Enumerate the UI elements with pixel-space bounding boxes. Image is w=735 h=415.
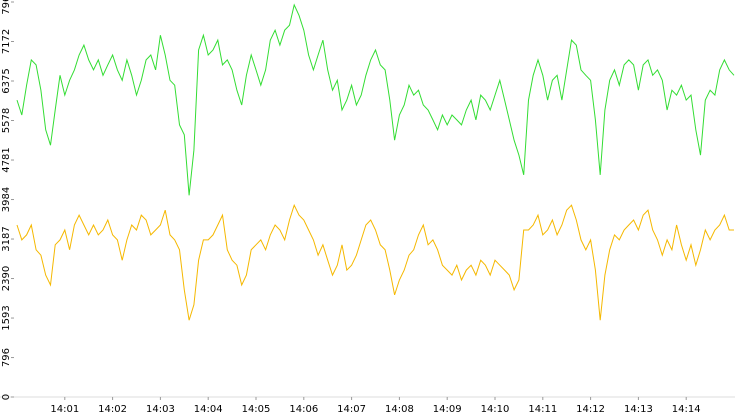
x-tick-label: 14:03 bbox=[146, 404, 175, 415]
y-tick-label: 5578 bbox=[1, 108, 12, 133]
x-tick-label: 14:10 bbox=[481, 404, 510, 415]
y-tick-label: 7172 bbox=[1, 29, 12, 54]
x-tick-label: 14:02 bbox=[98, 404, 127, 415]
x-tick-label: 14:14 bbox=[672, 404, 701, 415]
y-tick-label: 3984 bbox=[1, 187, 12, 212]
y-tick-label: 7969 bbox=[1, 0, 12, 15]
x-tick-label: 14:11 bbox=[528, 404, 557, 415]
y-tick-label: 3187 bbox=[1, 226, 12, 251]
y-tick-label: 2390 bbox=[1, 266, 12, 291]
y-tick-label: 4781 bbox=[1, 147, 12, 172]
x-tick-label: 14:08 bbox=[385, 404, 414, 415]
series-line bbox=[16, 203, 734, 321]
y-tick-label: 796 bbox=[1, 348, 12, 367]
y-tick-label: 0 bbox=[1, 394, 12, 400]
y-tick-label: 1593 bbox=[1, 305, 12, 330]
x-tick-label: 14:13 bbox=[624, 404, 653, 415]
x-tick-label: 14:01 bbox=[50, 404, 79, 415]
x-tick-label: 14:06 bbox=[289, 404, 318, 415]
y-tick-label: 6375 bbox=[1, 68, 12, 93]
x-tick-label: 14:07 bbox=[337, 404, 366, 415]
x-tick-label: 14:09 bbox=[433, 404, 462, 415]
x-tick-label: 14:04 bbox=[194, 404, 223, 415]
series-line bbox=[16, 3, 735, 196]
x-tick-label: 14:12 bbox=[576, 404, 605, 415]
x-tick-label: 14:05 bbox=[242, 404, 271, 415]
